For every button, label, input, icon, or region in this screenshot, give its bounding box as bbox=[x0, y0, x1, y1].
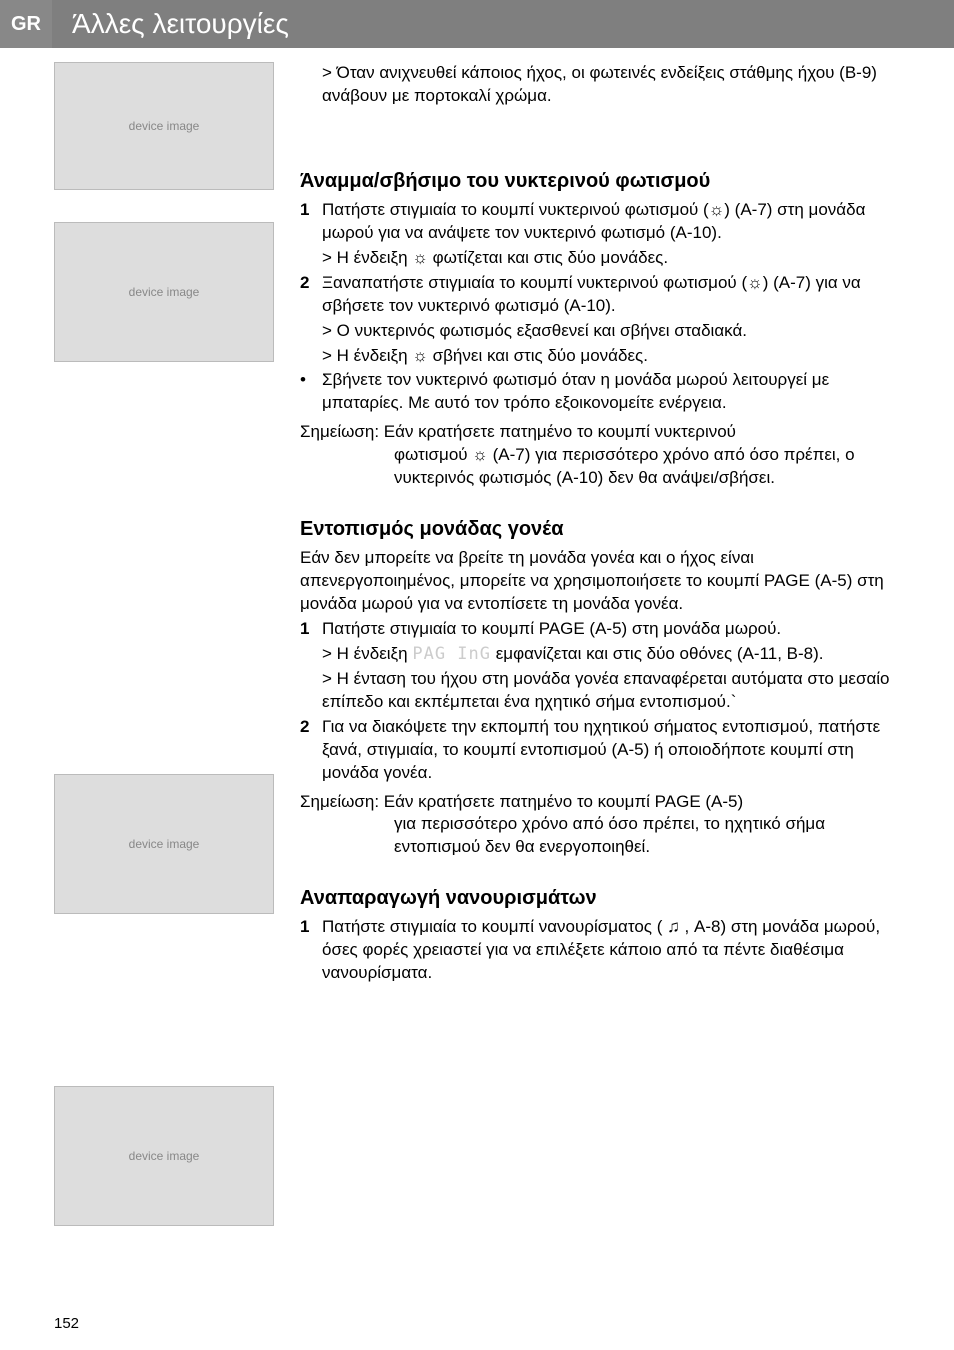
note-body: φωτισμού ☼ (A-7) για περισσότερο χρόνο α… bbox=[300, 444, 904, 490]
step-number: 1 bbox=[300, 916, 322, 985]
bullet-item: • Σβήνετε τον νυκτερινό φωτισμό όταν η μ… bbox=[300, 369, 904, 415]
page-number: 152 bbox=[54, 1315, 79, 1332]
note-block: Σημείωση: Εάν κρατήσετε πατημένο το κουμ… bbox=[300, 421, 904, 490]
bullet-text: Σβήνετε τον νυκτερινό φωτισμό όταν η μον… bbox=[322, 369, 904, 415]
note-block: Σημείωση: Εάν κρατήσετε πατημένο το κουμ… bbox=[300, 791, 904, 860]
step-2: 2 Ξαναπατήστε στιγμιαία το κουμπί νυκτερ… bbox=[300, 272, 904, 318]
sub-step: > Ο νυκτερινός φωτισμός εξασθενεί και σβ… bbox=[300, 320, 904, 343]
step-text: Για να διακόψετε την εκπομπή του ηχητικο… bbox=[322, 716, 904, 785]
illustration-1: device image bbox=[54, 62, 274, 190]
sub-step-post: εμφανίζεται και στις δύο οθόνες (A-11, B… bbox=[491, 644, 824, 663]
step-text: Πατήστε στιγμιαία το κουμπί νυκτερινού φ… bbox=[322, 199, 904, 245]
header-row: GR Άλλες λειτουργίες bbox=[0, 0, 954, 48]
intro-paragraph: > Όταν ανιχνευθεί κάποιος ήχος, οι φωτει… bbox=[300, 62, 904, 108]
section-heading-1: Άναμμα/σβήσιμο του νυκτερινού φωτισμού bbox=[300, 168, 904, 195]
sub-step: > Η ένταση του ήχου στη μονάδα γονέα επα… bbox=[300, 668, 904, 714]
language-badge: GR bbox=[0, 0, 52, 48]
right-column: > Όταν ανιχνευθεί κάποιος ήχος, οι φωτει… bbox=[300, 48, 954, 1258]
sub-step: > Η ένδειξη ☼ φωτίζεται και στις δύο μον… bbox=[300, 247, 904, 270]
spacer bbox=[54, 946, 280, 1086]
step-1: 1 Πατήστε στιγμιαία το κουμπί νυκτερινού… bbox=[300, 199, 904, 245]
step-number: 1 bbox=[300, 199, 322, 245]
sub-step: > Η ένδειξη PAG InG εμφανίζεται και στις… bbox=[300, 643, 904, 666]
section-heading-3: Αναπαραγωγή νανουρισμάτων bbox=[300, 885, 904, 912]
bullet-mark: • bbox=[300, 369, 322, 415]
note-label: Σημείωση: bbox=[300, 422, 384, 441]
step-number: 1 bbox=[300, 618, 322, 641]
intro-paragraph: Εάν δεν μπορείτε να βρείτε τη μονάδα γον… bbox=[300, 547, 904, 616]
note-first-line: Εάν κρατήσετε πατημένο το κουμπί νυκτερι… bbox=[384, 422, 736, 441]
illustration-3: device image bbox=[54, 774, 274, 914]
step-1: 1 Πατήστε στιγμιαία το κουμπί νανουρίσμα… bbox=[300, 916, 904, 985]
left-column: device image device image device image d… bbox=[0, 48, 300, 1258]
content: device image device image device image d… bbox=[0, 48, 954, 1258]
step-number: 2 bbox=[300, 716, 322, 785]
note-first-line: Εάν κρατήσετε πατημένο το κουμπί PAGE (A… bbox=[384, 792, 743, 811]
step-number: 2 bbox=[300, 272, 322, 318]
step-text: Πατήστε στιγμιαία το κουμπί PAGE (A-5) σ… bbox=[322, 618, 904, 641]
display-code: PAG InG bbox=[412, 644, 491, 664]
page: GR Άλλες λειτουργίες device image device… bbox=[0, 0, 954, 1350]
section-heading-2: Εντοπισμός μονάδας γονέα bbox=[300, 516, 904, 543]
note-label: Σημείωση: bbox=[300, 792, 384, 811]
illustration-2: device image bbox=[54, 222, 274, 362]
sub-step: > Η ένδειξη ☼ σβήνει και στις δύο μονάδε… bbox=[300, 345, 904, 368]
sub-step-pre: > Η ένδειξη bbox=[322, 644, 412, 663]
spacer bbox=[54, 394, 280, 774]
page-title: Άλλες λειτουργίες bbox=[52, 0, 954, 48]
note-body: για περισσότερο χρόνο από όσο πρέπει, το… bbox=[300, 813, 904, 859]
illustration-4: device image bbox=[54, 1086, 274, 1226]
step-2: 2 Για να διακόψετε την εκπομπή του ηχητι… bbox=[300, 716, 904, 785]
step-1: 1 Πατήστε στιγμιαία το κουμπί PAGE (A-5)… bbox=[300, 618, 904, 641]
step-text: Πατήστε στιγμιαία το κουμπί νανουρίσματο… bbox=[322, 916, 904, 985]
step-text: Ξαναπατήστε στιγμιαία το κουμπί νυκτεριν… bbox=[322, 272, 904, 318]
